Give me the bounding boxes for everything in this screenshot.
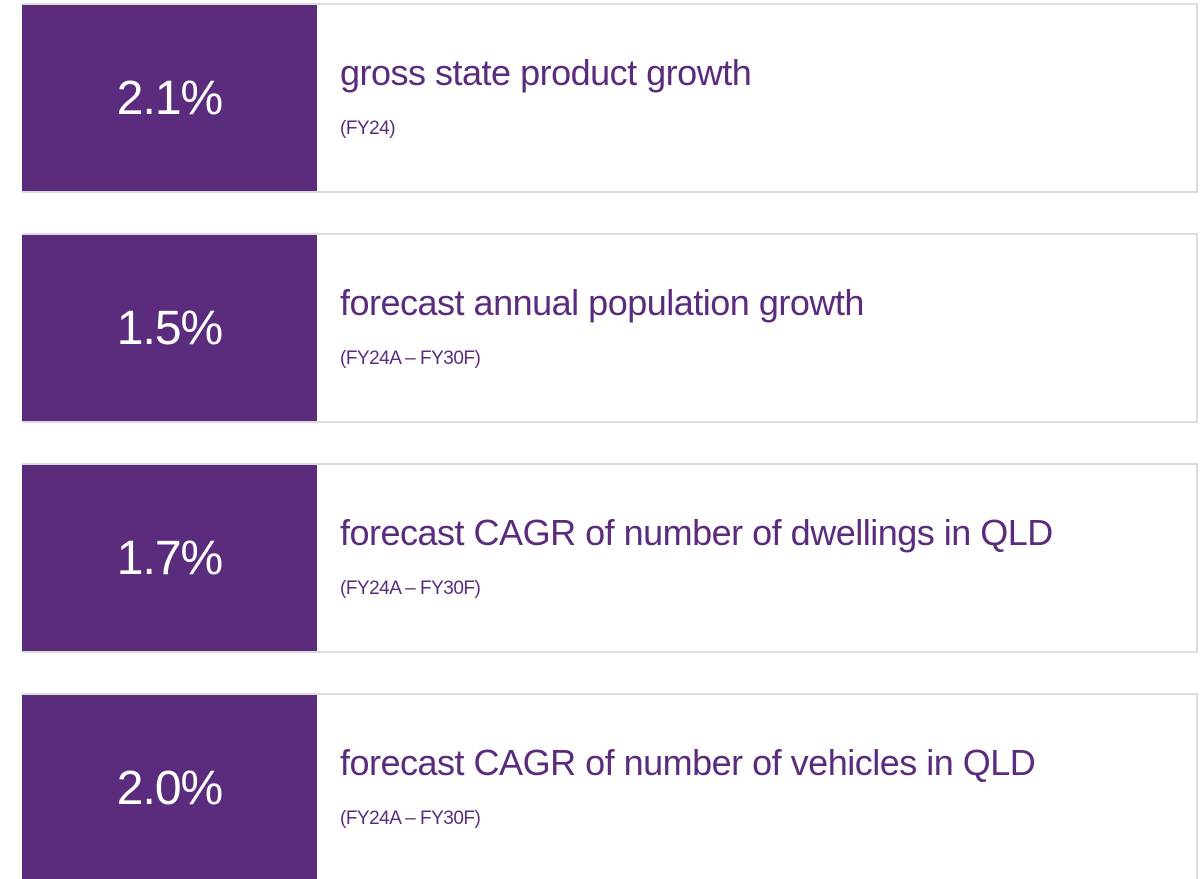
stat-label: forecast CAGR of number of dwellings in … xyxy=(340,512,1053,553)
stat-label: forecast CAGR of number of vehicles in Q… xyxy=(340,742,1036,783)
stat-text: forecast annual population growth (FY24A … xyxy=(317,235,864,421)
stat-card: 1.7% forecast CAGR of number of dwellings… xyxy=(22,463,1198,653)
stat-list: 2.1% gross state product growth (FY24) 1.5%… xyxy=(22,3,1198,879)
stat-card: 2.1% gross state product growth (FY24) xyxy=(22,3,1198,193)
stat-card: 1.5% forecast annual population growth (FY… xyxy=(22,233,1198,423)
stat-period: (FY24A – FY30F) xyxy=(340,578,481,599)
stat-value: 2.1% xyxy=(22,5,317,191)
stat-card: 2.0% forecast CAGR of number of vehicles … xyxy=(22,693,1198,879)
stat-value: 2.0% xyxy=(22,695,317,879)
stat-text: forecast CAGR of number of dwellings in … xyxy=(317,465,1053,651)
stat-label: gross state product growth xyxy=(340,52,752,93)
stat-text: gross state product growth (FY24) xyxy=(317,5,752,191)
stat-value: 1.7% xyxy=(22,465,317,651)
stat-value: 1.5% xyxy=(22,235,317,421)
stat-label: forecast annual population growth xyxy=(340,282,864,323)
stat-period: (FY24A – FY30F) xyxy=(340,348,481,369)
stat-period: (FY24A – FY30F) xyxy=(340,808,481,829)
stat-text: forecast CAGR of number of vehicles in Q… xyxy=(317,695,1036,879)
stat-period: (FY24) xyxy=(340,118,396,139)
